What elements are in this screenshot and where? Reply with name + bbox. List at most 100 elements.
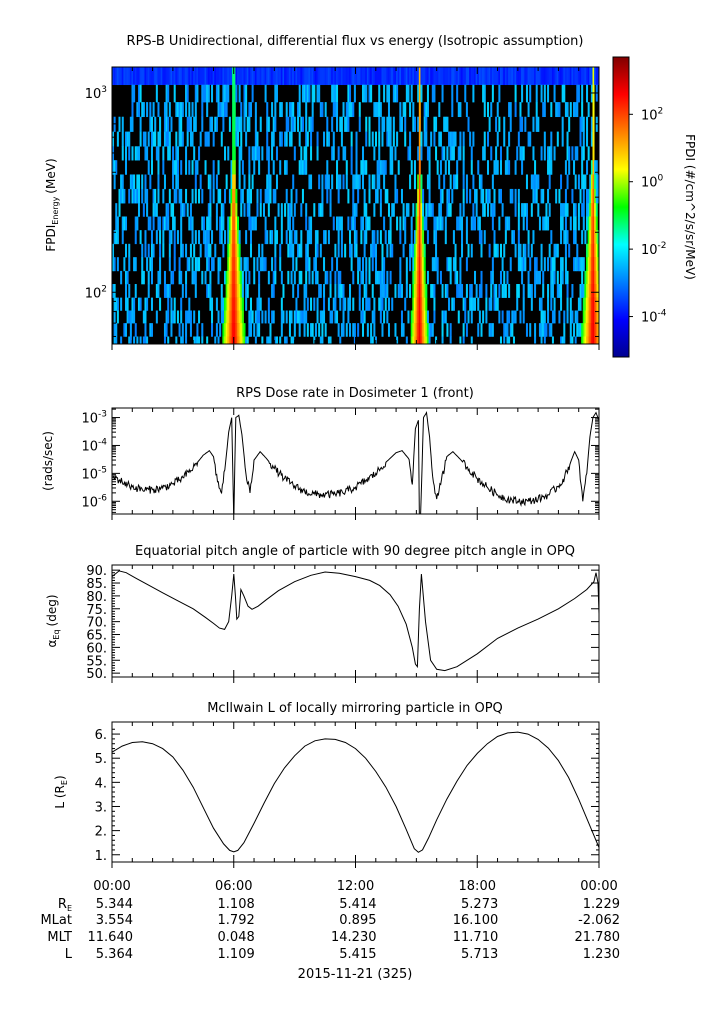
spectrogram-cell	[142, 270, 145, 285]
spectrogram-cell	[365, 216, 368, 231]
spectrogram-cell	[543, 257, 546, 272]
spectrogram-cell	[248, 323, 251, 337]
spectrogram-cell	[222, 84, 225, 103]
spectrogram-title: RPS-B Unidirectional, differential flux …	[127, 34, 584, 49]
spectrogram-cell	[287, 216, 290, 231]
spectrogram-cell	[592, 116, 595, 132]
spectrogram-cell	[233, 160, 236, 175]
spectrogram-cell	[399, 230, 402, 245]
spectrogram-cell	[519, 146, 522, 161]
dose-y-tick-label: 10-4	[81, 437, 107, 454]
spectrogram-cell	[139, 131, 142, 147]
spectrogram-cell	[238, 174, 241, 190]
spectrogram-cell	[423, 323, 426, 337]
spectrogram-cell	[449, 270, 452, 285]
spectrogram-cell	[191, 257, 194, 272]
spectrogram-cell	[295, 297, 298, 311]
spectrogram-cell	[227, 310, 230, 324]
spectrogram-cell	[574, 102, 577, 118]
spectrogram-cell	[222, 67, 225, 86]
spectrogram-cell	[162, 230, 165, 245]
spectrogram-cell	[240, 270, 243, 285]
spectrogram-cell	[287, 270, 290, 285]
spectrogram-cell	[170, 116, 173, 132]
spectrogram-cell	[344, 116, 347, 132]
spectrogram-cell	[180, 116, 183, 132]
spectrogram-cell	[410, 216, 413, 231]
spectrogram-cell	[433, 84, 436, 103]
spectrogram-cell	[386, 84, 389, 103]
spectrogram-cell	[365, 230, 368, 245]
spectrogram-cell	[254, 131, 257, 147]
spectrogram-cell	[345, 67, 348, 86]
lshell-y-tick-label: 4.	[95, 776, 107, 791]
spectrogram-cell	[587, 323, 590, 337]
spectrogram-cell	[560, 216, 563, 231]
spectrogram-cell	[261, 310, 264, 324]
spectrogram-cell	[170, 323, 173, 337]
spectrogram-cell	[271, 67, 274, 86]
spectrogram-cell	[597, 243, 599, 258]
spectrogram-cell	[227, 297, 230, 311]
spectrogram-cell	[131, 102, 134, 118]
spectrogram-cell	[595, 297, 598, 311]
spectrogram-cell	[233, 230, 236, 245]
spectrogram-cell	[503, 270, 506, 285]
spectrogram-cell	[124, 243, 128, 258]
spectrogram-cell	[589, 323, 592, 337]
spectrogram-cell	[402, 67, 405, 86]
spectrogram-cell	[141, 188, 144, 204]
spectrogram-cell	[491, 67, 494, 86]
x-axis-tick-labels: 00:00 06:00 12:00 18:00 00:00	[93, 879, 617, 894]
spectrogram-x-ticks	[111, 67, 600, 350]
spectrogram-cell	[558, 67, 561, 86]
spectrogram-cell	[550, 257, 553, 272]
spectrogram-cell	[316, 297, 319, 311]
spectrogram-cell	[477, 160, 480, 175]
spectrogram-cell	[521, 116, 524, 132]
spectrogram-cell	[590, 270, 593, 285]
spectrogram-cell	[181, 203, 184, 217]
spectrogram-cell	[454, 67, 457, 86]
spectrogram-cell	[566, 102, 569, 118]
spectrogram-cell	[474, 270, 477, 285]
spectrogram-cell	[560, 297, 563, 311]
spectrogram-cell	[358, 174, 361, 190]
spectrogram-cell	[595, 230, 598, 245]
spectrogram-cell	[235, 257, 238, 272]
spectrogram-cell	[137, 67, 140, 86]
spectrogram-cell	[387, 67, 390, 86]
spectrogram-cell	[131, 188, 134, 204]
spectrogram-cell	[334, 102, 337, 118]
spectrogram-cell	[185, 310, 188, 324]
dose-y-tick-label: 10-5	[81, 465, 107, 482]
spectrogram-cell	[313, 297, 316, 311]
spectrogram-cell	[435, 216, 438, 231]
spectrogram-cell	[409, 284, 412, 298]
spectrogram-cell	[478, 284, 481, 298]
spectrogram-cell	[381, 257, 384, 272]
spectrogram-cell	[555, 67, 558, 86]
spectrogram-cell	[347, 216, 350, 231]
spectrogram-cell	[571, 146, 574, 161]
spectrogram-cell	[503, 131, 506, 147]
spectrogram-cell	[576, 257, 579, 272]
spectrogram-cell	[228, 310, 231, 324]
spectrogram-cell	[486, 203, 490, 217]
spectrogram-cell	[175, 336, 178, 344]
spectrogram-cell	[178, 102, 181, 118]
spectrogram-cell	[230, 310, 233, 324]
pitch-series-line	[112, 570, 599, 672]
spectrogram-cell	[176, 160, 179, 175]
spectrogram-cell	[448, 257, 451, 272]
spectrogram-cell	[152, 131, 155, 147]
spectrogram-cell	[249, 243, 253, 258]
pitch-x-ticks	[111, 565, 600, 683]
spectrogram-cell	[172, 216, 175, 231]
spectrogram-cell	[404, 216, 407, 231]
spectrogram-cell	[274, 188, 277, 204]
lshell-y-tick-label: 2.	[95, 825, 107, 840]
ephemeris-value: 11.710	[453, 930, 499, 945]
spectrogram-cell	[386, 116, 389, 132]
